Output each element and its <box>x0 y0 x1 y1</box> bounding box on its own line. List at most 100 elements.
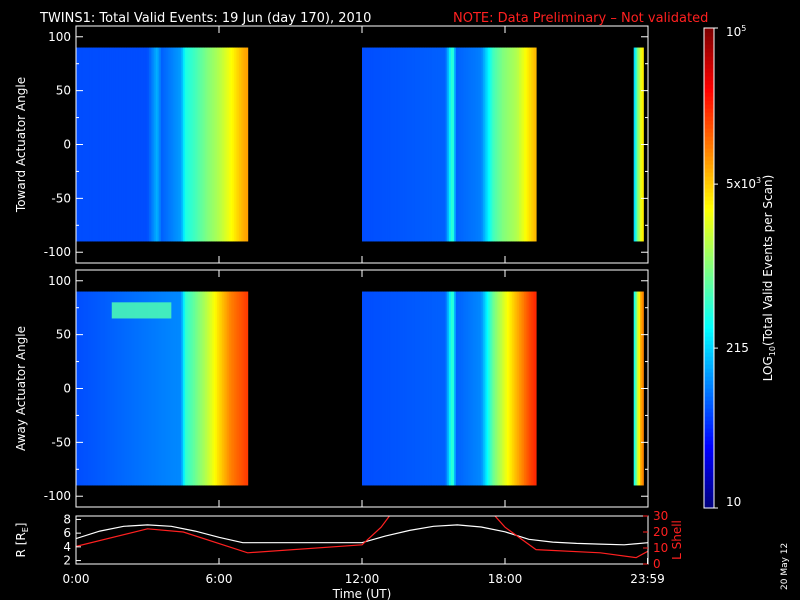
heatmap-cell <box>232 291 235 486</box>
heatmap-cell <box>104 47 108 242</box>
heatmap-cell <box>167 291 171 486</box>
heatmap-cell <box>406 291 409 486</box>
heatmap-cell <box>522 47 525 242</box>
heatmap-cell <box>160 47 164 242</box>
heatmap-cell <box>397 47 401 242</box>
heatmap-cell <box>375 47 378 242</box>
heatmap-cell <box>234 47 237 242</box>
heatmap-cell <box>437 291 440 486</box>
heatmap-cell <box>140 47 143 242</box>
heatmap-cell <box>152 291 155 486</box>
heatmap-cell <box>208 47 211 242</box>
heatmap-cell <box>479 291 482 486</box>
heatmap-cell <box>120 291 123 486</box>
heatmap-cell <box>491 291 494 486</box>
colorbar-step <box>704 496 714 501</box>
heatmap-cell <box>505 47 508 242</box>
colorbar-step <box>704 236 714 241</box>
colorbar-tick-label: 5x103 <box>726 176 761 191</box>
heatmap-cell <box>198 291 201 486</box>
heatmap-cell <box>503 291 506 486</box>
colorbar-step <box>704 196 714 201</box>
heatmap-cell <box>373 291 377 486</box>
heatmap-cell <box>113 291 116 486</box>
heatmap-cell <box>242 291 245 486</box>
heatmap-cell <box>154 291 157 486</box>
heatmap-cell <box>211 47 215 242</box>
heatmap-cell <box>518 291 522 486</box>
heatmap-cell <box>635 291 638 486</box>
heatmap-cell <box>220 291 223 486</box>
heatmap-cell <box>184 47 188 242</box>
heatmap-cell <box>638 291 641 486</box>
heatmap-cell <box>140 291 143 486</box>
heatmap-cell <box>397 291 401 486</box>
colorbar-step <box>704 300 714 305</box>
heatmap-cell <box>191 291 194 486</box>
colorbar-step <box>704 116 714 121</box>
heatmap-cell <box>113 47 116 242</box>
heatmap-cell <box>228 291 232 486</box>
heatmap-cell <box>123 291 126 486</box>
heatmap-cell <box>230 47 233 242</box>
heatmap-cell <box>138 291 142 486</box>
heatmap-cell <box>377 47 380 242</box>
colorbar-step <box>704 272 714 277</box>
heatmap-cell <box>208 291 211 486</box>
colorbar-step <box>704 128 714 133</box>
colorbar-step <box>704 280 714 285</box>
colorbar-step <box>704 288 714 293</box>
y2-axis-label: L Shell <box>670 520 684 560</box>
colorbar-step <box>704 424 714 429</box>
heatmap-cell <box>193 291 196 486</box>
heatmap-cell <box>394 291 397 486</box>
y2-tick-label: 30 <box>653 509 668 523</box>
colorbar-step <box>704 148 714 153</box>
heatmap-cell <box>513 47 517 242</box>
colorbar-step <box>704 204 714 209</box>
colorbar-step <box>704 284 714 289</box>
colorbar-step <box>704 132 714 137</box>
heatmap-cell <box>454 291 457 486</box>
heatmap-cell <box>510 47 513 242</box>
heatmap-cell <box>529 291 532 486</box>
heatmap-cell <box>506 47 510 242</box>
heatmap-cell <box>106 291 109 486</box>
heatmap-cell <box>483 291 486 486</box>
heatmap-cell <box>460 291 464 486</box>
heatmap-cell <box>416 291 419 486</box>
heatmap-cell <box>82 291 86 486</box>
heatmap-cell <box>194 47 198 242</box>
heatmap-cell <box>474 47 477 242</box>
colorbar-step <box>704 172 714 177</box>
heatmap-cell <box>469 47 472 242</box>
heatmap-cell <box>442 291 445 486</box>
heatmap-cell <box>384 47 387 242</box>
heatmap-cell <box>447 291 450 486</box>
heatmap-cell <box>452 291 455 486</box>
heatmap-cell <box>467 291 471 486</box>
heatmap-cell <box>96 47 99 242</box>
heatmap-cell <box>228 47 232 242</box>
heatmap-cell <box>419 291 423 486</box>
heatmap-cell <box>194 291 198 486</box>
colorbar-step <box>704 348 714 353</box>
heatmap-cell <box>94 47 97 242</box>
colorbar-step <box>704 380 714 385</box>
colorbar-step <box>704 232 714 237</box>
plot-frame <box>75 515 649 565</box>
heatmap-cell <box>135 47 138 242</box>
heatmap-cell <box>159 47 162 242</box>
heatmap-cell <box>365 47 368 242</box>
heatmap-cell <box>442 47 445 242</box>
colorbar-step <box>704 168 714 173</box>
heatmap-cell <box>525 47 529 242</box>
heatmap-cell <box>215 47 218 242</box>
heatmap-cell <box>101 47 104 242</box>
heatmap-cell <box>462 291 465 486</box>
heatmap-cell <box>496 47 500 242</box>
heatmap-cell <box>392 47 396 242</box>
heatmap-cell <box>171 47 174 242</box>
